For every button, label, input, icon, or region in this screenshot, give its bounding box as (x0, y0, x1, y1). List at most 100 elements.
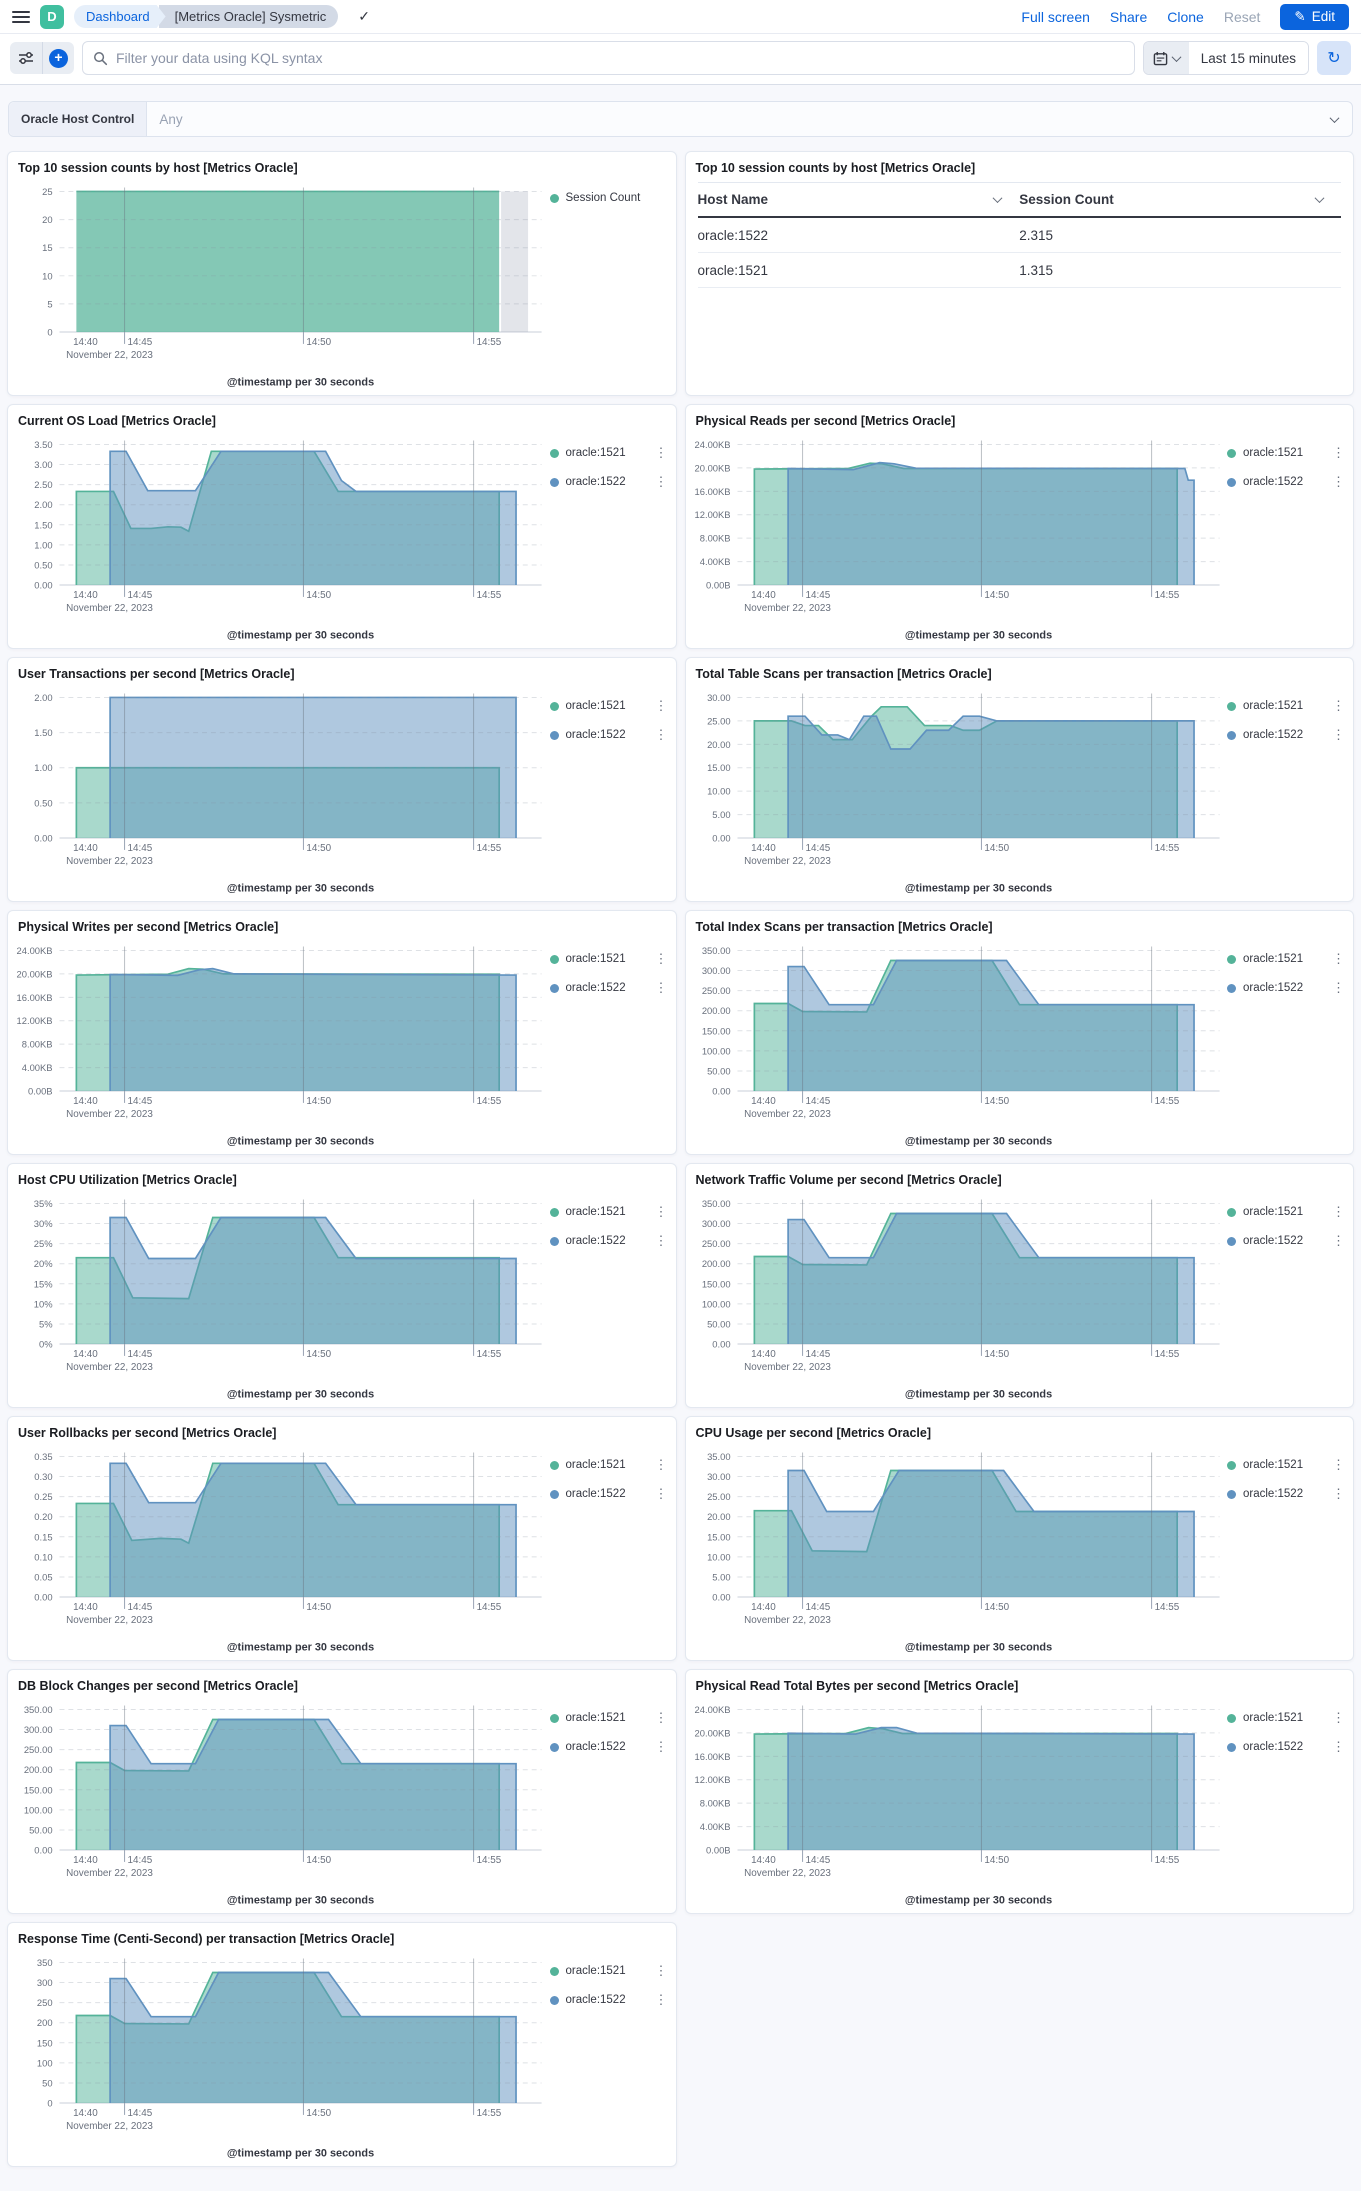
legend-options-icon[interactable]: ⋮ (1332, 1457, 1345, 1472)
legend-series-label[interactable]: oracle:1521 (1243, 447, 1304, 459)
legend-series-label[interactable]: oracle:1521 (565, 1965, 626, 1977)
legend-options-icon[interactable]: ⋮ (1332, 698, 1345, 713)
legend-options-icon[interactable]: ⋮ (1332, 445, 1345, 460)
panel-title[interactable]: CPU Usage per second [Metrics Oracle] (695, 1426, 932, 1440)
legend-options-icon[interactable]: ⋮ (654, 951, 668, 966)
legend-options-icon[interactable]: ⋮ (1332, 727, 1345, 742)
legend-options-icon[interactable]: ⋮ (1332, 474, 1345, 489)
legend-series-label[interactable]: oracle:1522 (1243, 729, 1304, 741)
response-time-chart[interactable]: 350 300 250 200 150 100 50 0 14:40 14:45 14:50 14:5… (10, 1951, 550, 2164)
legend-series-label[interactable]: oracle:1521 (565, 1712, 626, 1724)
legend-options-icon[interactable]: ⋮ (654, 1204, 668, 1219)
network-traffic-chart[interactable]: 350.00 300.00 250.00 200.00 150.00 100.00 50.0… (688, 1192, 1228, 1405)
legend-series-label[interactable]: oracle:1521 (565, 953, 626, 965)
panel-title[interactable]: Top 10 session counts by host [Metrics O… (695, 161, 976, 175)
table-row[interactable]: oracle:1521 1.315 (697, 253, 1341, 288)
legend-options-icon[interactable]: ⋮ (654, 980, 668, 995)
legend-series-label[interactable]: oracle:1521 (565, 1206, 626, 1218)
time-range-label[interactable]: Last 15 minutes (1188, 42, 1308, 74)
table-scans-chart[interactable]: 30.00 25.00 20.00 15.00 10.00 5.00 0.00 14:40 14… (688, 686, 1228, 899)
db-block-changes-chart[interactable]: 350.00 300.00 250.00 200.00 150.00 100.00 50.0… (10, 1698, 550, 1911)
legend-options-icon[interactable]: ⋮ (1332, 1710, 1345, 1725)
legend-options-icon[interactable]: ⋮ (654, 445, 668, 460)
legend-options-icon[interactable]: ⋮ (654, 1457, 668, 1472)
panel-title[interactable]: Network Traffic Volume per second [Metri… (695, 1173, 1002, 1187)
legend-options-icon[interactable]: ⋮ (654, 1233, 668, 1248)
panel-title[interactable]: Total Table Scans per transaction [Metri… (695, 667, 992, 681)
legend-series-label[interactable]: oracle:1522 (565, 476, 626, 488)
legend-series-label[interactable]: oracle:1522 (565, 1741, 626, 1753)
reset-button[interactable]: Reset (1223, 8, 1261, 25)
legend-options-icon[interactable]: ⋮ (1332, 1486, 1345, 1501)
legend-series-label[interactable]: oracle:1521 (565, 1459, 626, 1471)
legend-options-icon[interactable]: ⋮ (1332, 951, 1345, 966)
panel-title[interactable]: Current OS Load [Metrics Oracle] (18, 414, 216, 428)
legend-series-label[interactable]: oracle:1521 (565, 447, 626, 459)
table-header-cell[interactable]: Host Name (698, 192, 1020, 207)
legend-options-icon[interactable]: ⋮ (1332, 1204, 1345, 1219)
legend-series-label[interactable]: oracle:1522 (565, 729, 626, 741)
breadcrumb-page-title[interactable]: [Metrics Oracle] Sysmetric (158, 5, 339, 28)
oracle-host-control[interactable]: Oracle Host Control Any (8, 101, 1353, 137)
user-rollbacks-chart[interactable]: 0.35 0.30 0.25 0.20 0.15 0.10 0.05 0.00 14:40 14:… (10, 1445, 550, 1658)
legend-options-icon[interactable]: ⋮ (654, 1486, 668, 1501)
legend-series-label[interactable]: oracle:1522 (1243, 1235, 1304, 1247)
panel-title[interactable]: User Rollbacks per second [Metrics Oracl… (18, 1426, 277, 1440)
edit-button[interactable]: ✎ Edit (1280, 3, 1349, 30)
legend-series-label[interactable]: oracle:1521 (1243, 700, 1304, 712)
legend-options-icon[interactable]: ⋮ (1332, 1233, 1345, 1248)
panel-title[interactable]: Total Index Scans per transaction [Metri… (695, 920, 993, 934)
share-button[interactable]: Share (1109, 8, 1148, 25)
physical-writes-chart[interactable]: 24.00KB 20.00KB 16.00KB 12.00KB 8.00KB 4.00KB… (10, 939, 550, 1152)
filter-button[interactable] (10, 42, 42, 74)
panel-title[interactable]: Host CPU Utilization [Metrics Oracle] (18, 1173, 237, 1187)
refresh-button[interactable]: ↻ (1317, 41, 1351, 75)
legend-series-label[interactable]: oracle:1521 (1243, 1459, 1304, 1471)
panel-title[interactable]: Response Time (Centi-Second) per transac… (18, 1932, 395, 1946)
kql-search-input[interactable] (116, 50, 1124, 66)
clone-button[interactable]: Clone (1167, 8, 1204, 25)
legend-options-icon[interactable]: ⋮ (1332, 980, 1345, 995)
cpu-usage-chart[interactable]: 35.00 30.00 25.00 20.00 15.00 10.00 5.00 0.00 14… (688, 1445, 1228, 1658)
legend-series-label[interactable]: oracle:1522 (1243, 1488, 1304, 1500)
control-value[interactable]: Any (159, 111, 183, 127)
legend-options-icon[interactable]: ⋮ (654, 1992, 668, 2007)
panel-title[interactable]: Top 10 session counts by host [Metrics O… (18, 161, 298, 175)
chevron-down-icon[interactable] (992, 193, 1003, 204)
table-header-cell[interactable]: Session Count (1019, 192, 1341, 207)
legend-options-icon[interactable]: ⋮ (1332, 1739, 1345, 1754)
legend-options-icon[interactable]: ⋮ (654, 1963, 668, 1978)
legend-series-label[interactable]: oracle:1522 (565, 1994, 626, 2006)
menu-hamburger-icon[interactable] (12, 10, 30, 23)
index-scans-chart[interactable]: 350.00 300.00 250.00 200.00 150.00 100.00 50.0… (688, 939, 1228, 1152)
legend-options-icon[interactable]: ⋮ (654, 1710, 668, 1725)
legend-series-label[interactable]: oracle:1522 (565, 1235, 626, 1247)
legend-series-label[interactable]: oracle:1521 (1243, 1712, 1304, 1724)
legend-options-icon[interactable]: ⋮ (654, 727, 668, 742)
table-row[interactable]: oracle:1522 2.315 (697, 218, 1341, 253)
panel-title[interactable]: Physical Writes per second [Metrics Orac… (18, 920, 279, 934)
breadcrumb-dashboard[interactable]: Dashboard (74, 5, 166, 28)
panel-title[interactable]: Physical Reads per second [Metrics Oracl… (695, 414, 956, 428)
panel-title[interactable]: Physical Read Total Bytes per second [Me… (695, 1679, 1019, 1693)
physical-reads-chart[interactable]: 24.00KB 20.00KB 16.00KB 12.00KB 8.00KB 4.00KB… (688, 433, 1228, 646)
add-filter-button[interactable]: + (42, 42, 74, 74)
legend-series-label[interactable]: oracle:1521 (565, 700, 626, 712)
current-os-load-chart[interactable]: 3.50 3.00 2.50 2.00 1.50 1.00 0.50 0.00 14:40 14:… (10, 433, 550, 646)
saved-check-icon[interactable]: ✓ (358, 8, 371, 24)
legend-options-icon[interactable]: ⋮ (654, 1739, 668, 1754)
legend-series-label[interactable]: oracle:1522 (565, 1488, 626, 1500)
user-transactions-chart[interactable]: 2.00 1.50 1.00 0.50 0.00 14:40 14:45 14:50 14:55… (10, 686, 550, 899)
legend-series-label[interactable]: oracle:1522 (1243, 476, 1304, 488)
dashboard-app-logo[interactable]: D (40, 4, 64, 29)
legend-options-icon[interactable]: ⋮ (654, 698, 668, 713)
legend-series-label[interactable]: oracle:1522 (565, 982, 626, 994)
host-cpu-chart[interactable]: 35% 30% 25% 20% 15% 10% 5% 0% 14:40 14:45 14:50 14:… (10, 1192, 550, 1405)
legend-options-icon[interactable]: ⋮ (654, 474, 668, 489)
full-screen-button[interactable]: Full screen (1021, 8, 1090, 25)
date-picker-button[interactable] (1143, 42, 1189, 74)
panel-title[interactable]: User Transactions per second [Metrics Or… (18, 667, 295, 681)
legend-series-label[interactable]: oracle:1522 (1243, 1741, 1304, 1753)
legend-series-label[interactable]: oracle:1521 (1243, 953, 1304, 965)
legend-series-label[interactable]: oracle:1521 (1243, 1206, 1304, 1218)
